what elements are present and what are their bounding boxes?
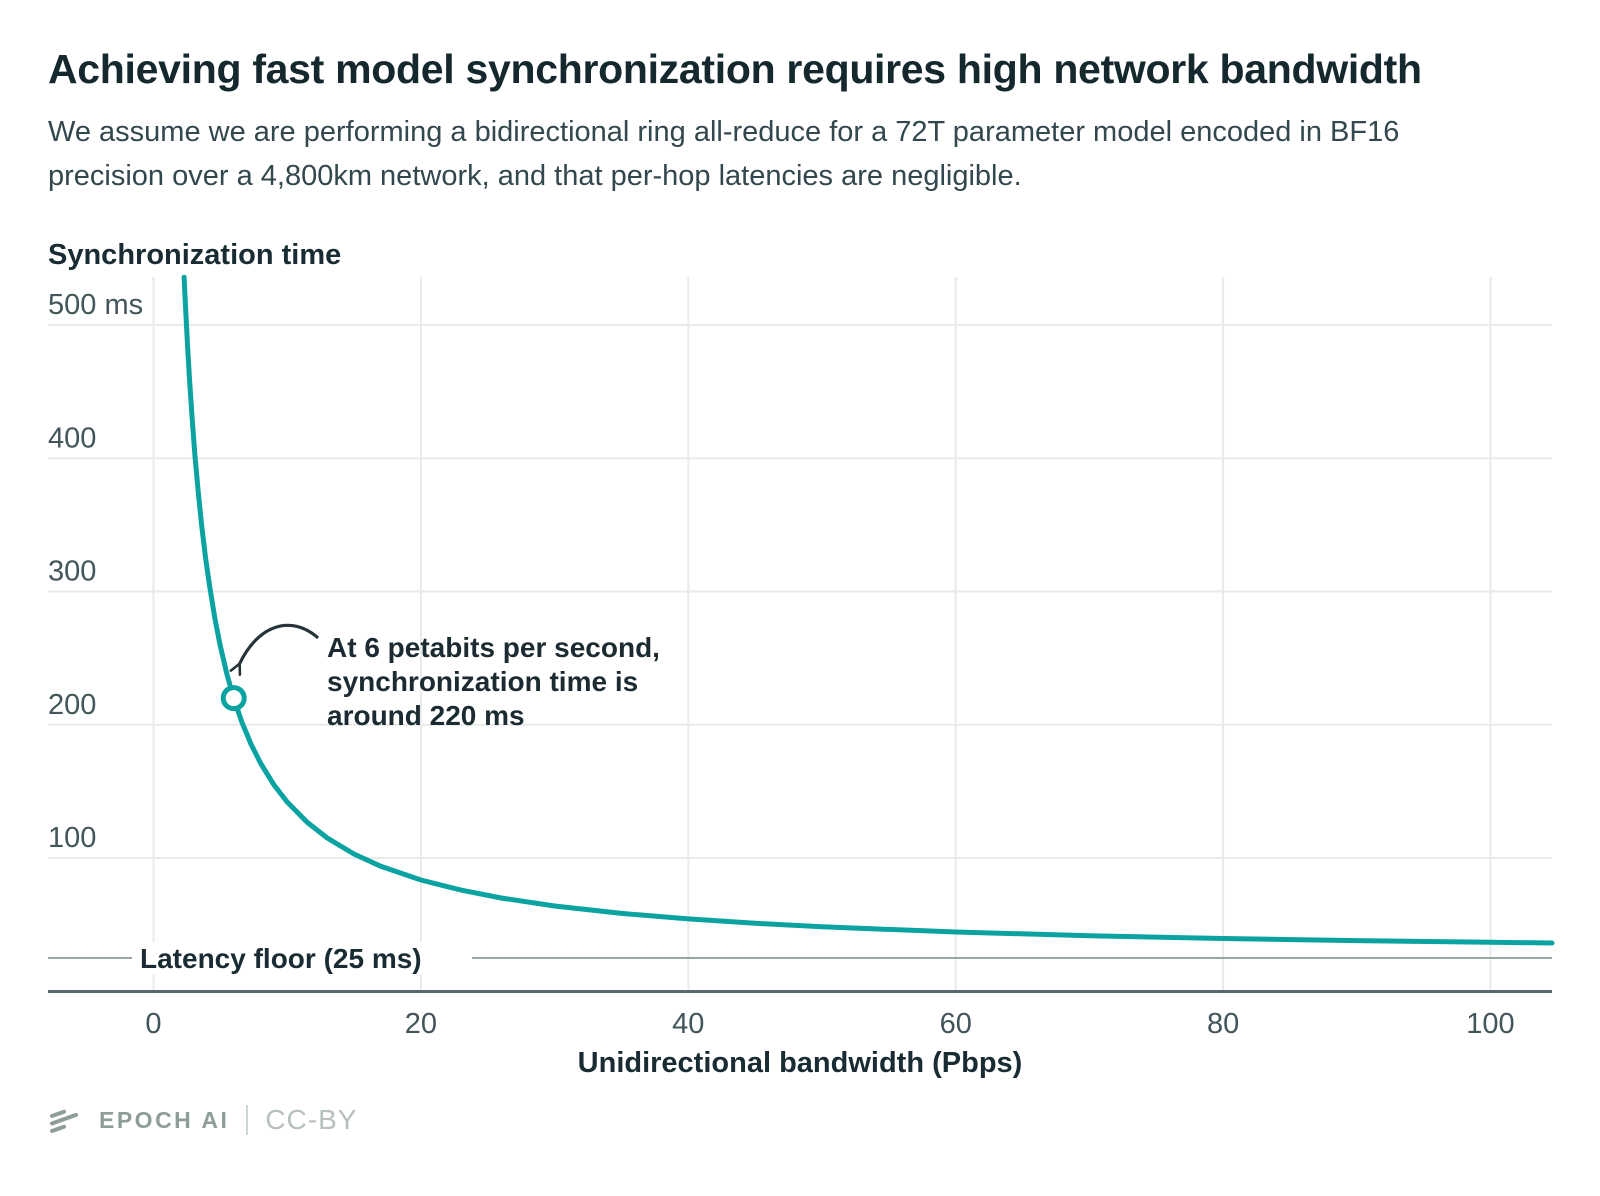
chart-subtitle: We assume we are performing a bidirectio… <box>48 116 1400 192</box>
annotation-text: At 6 petabits per second, synchronizatio… <box>327 632 668 731</box>
license-label: CC-BY <box>265 1104 358 1135</box>
footer: EPOCH AI CC-BY <box>48 1100 357 1140</box>
y-tick-label: 100 <box>48 822 96 854</box>
y-tick-label: 300 <box>48 556 96 588</box>
x-tick-label: 100 <box>1466 1008 1514 1040</box>
epoch-ai-logo-icon <box>50 1109 78 1133</box>
x-axis-title: Unidirectional bandwidth (Pbps) <box>578 1047 1023 1079</box>
x-tick-label: 20 <box>405 1008 437 1040</box>
vertical-gridlines <box>152 277 1492 992</box>
horizontal-gridlines <box>48 324 1552 859</box>
x-tick-labels: 0 20 40 60 80 100 <box>145 1008 1514 1040</box>
y-tick-labels: 500 ms 400 300 200 100 <box>48 289 143 854</box>
x-tick-label: 60 <box>940 1008 972 1040</box>
floor-label-background <box>132 942 472 974</box>
latency-floor-label: Latency floor (25 ms) <box>140 943 422 974</box>
data-point-marker <box>220 685 247 712</box>
footer-divider <box>246 1105 249 1135</box>
y-axis-title: Synchronization time <box>48 239 341 271</box>
y-tick-label: 200 <box>48 689 96 721</box>
annotation-arrow <box>239 623 319 665</box>
x-tick-label: 80 <box>1207 1008 1239 1040</box>
x-tick-label: 0 <box>145 1008 161 1040</box>
brand-name: EPOCH AI <box>99 1106 230 1133</box>
y-tick-label: 400 <box>48 422 96 454</box>
x-tick-label: 40 <box>672 1008 704 1040</box>
y-tick-label: 500 ms <box>48 289 143 321</box>
sync-time-curve <box>181 274 1555 946</box>
chart-title: Achieving fast model synchronization req… <box>48 46 1422 92</box>
